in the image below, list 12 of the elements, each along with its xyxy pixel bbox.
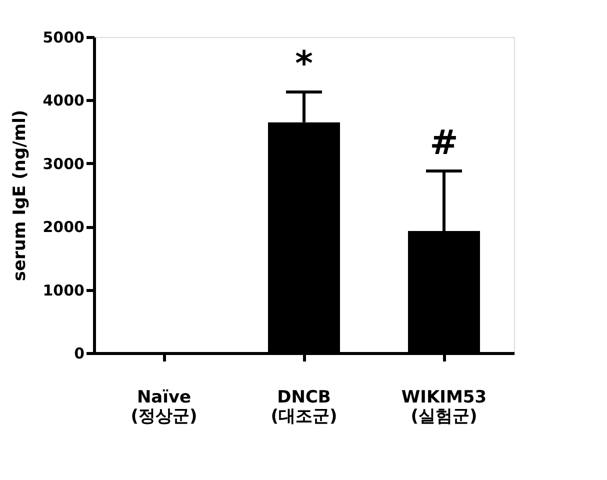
annotation: # xyxy=(430,122,458,163)
x-tick-label: DNCB (대조군) xyxy=(270,388,338,426)
y-tick-label: 5000 xyxy=(42,28,84,46)
x-tick-label: Naïve (정상군) xyxy=(130,388,198,426)
y-tick-label: 1000 xyxy=(42,281,84,300)
annotation: * xyxy=(295,44,314,84)
y-tick-label: 0 xyxy=(74,344,84,362)
y-axis-title: serum IgE (ng/ml) xyxy=(10,110,30,282)
y-tick-label: 4000 xyxy=(42,92,84,110)
y-tick-label: 2000 xyxy=(42,218,84,236)
y-tick-label: 3000 xyxy=(42,154,84,173)
x-tick-label: WIKIM53 (실험군) xyxy=(401,388,487,426)
